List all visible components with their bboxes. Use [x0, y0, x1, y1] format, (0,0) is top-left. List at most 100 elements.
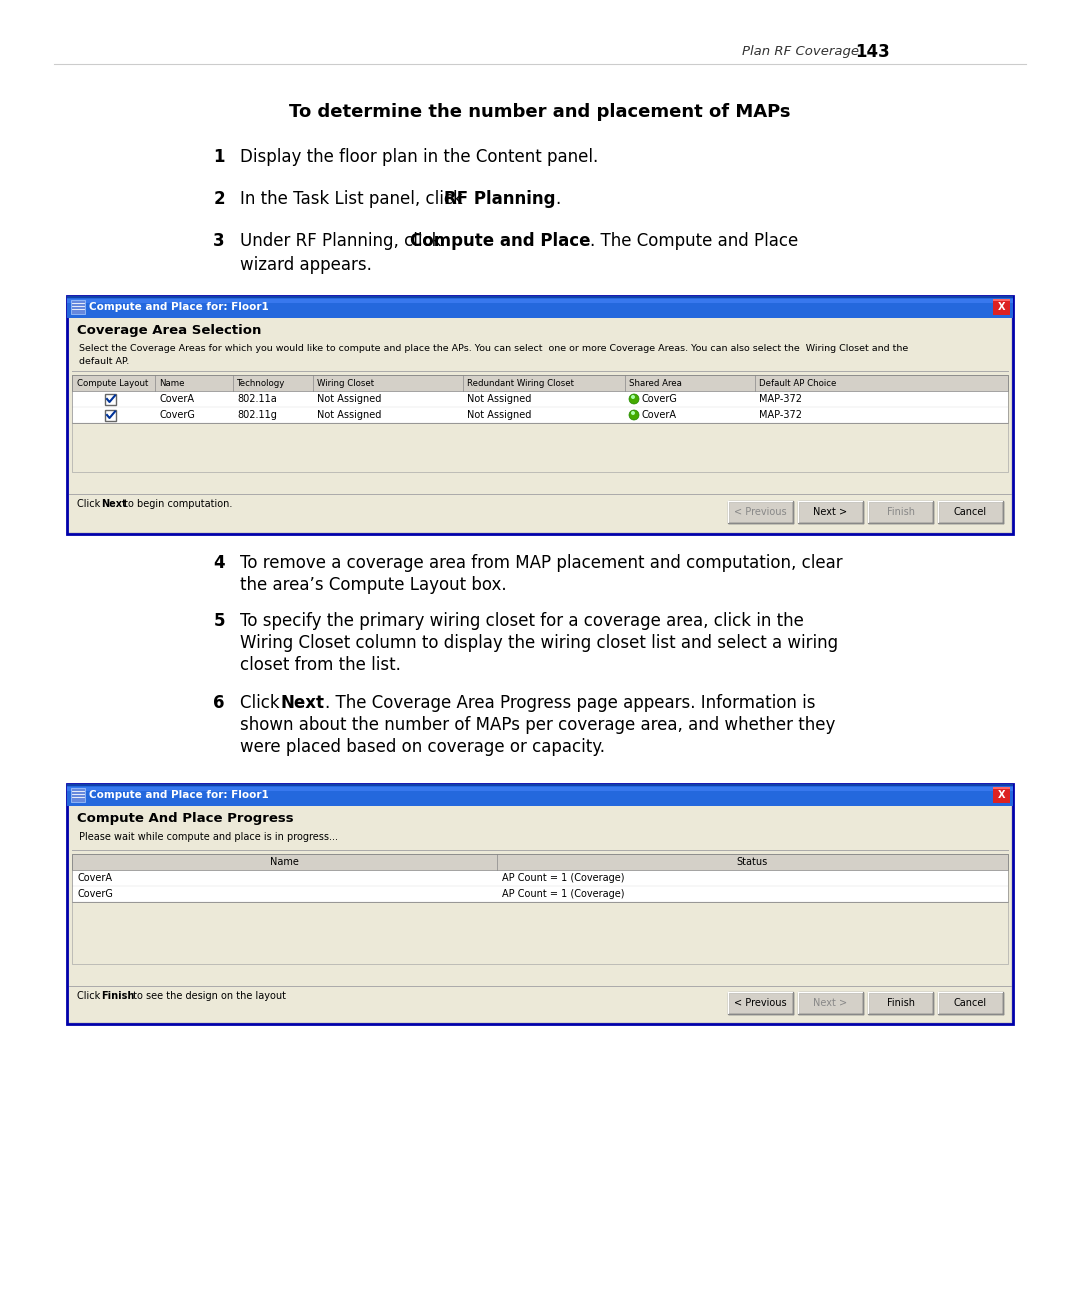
Bar	[72, 854, 1008, 870]
Bar	[72, 407, 1008, 422]
Text: CoverA: CoverA	[159, 394, 194, 404]
Text: X: X	[998, 302, 1005, 312]
Bar	[67, 784, 1013, 785]
Text: < Previous: < Previous	[734, 998, 787, 1008]
Text: Default AP Choice: Default AP Choice	[759, 378, 836, 388]
Text: Please wait while compute and place is in progress...: Please wait while compute and place is i…	[79, 832, 338, 842]
Text: X: X	[998, 791, 1005, 800]
Bar	[72, 375, 1008, 391]
Text: In the Task List panel, click: In the Task List panel, click	[240, 191, 468, 207]
Bar	[868, 502, 933, 524]
Circle shape	[631, 395, 635, 399]
Text: Next >: Next >	[813, 507, 848, 517]
Text: To specify the primary wiring closet for a coverage area, click in the: To specify the primary wiring closet for…	[240, 612, 804, 630]
Bar	[993, 299, 1010, 301]
Bar	[72, 422, 1008, 472]
Text: Cancel: Cancel	[954, 507, 987, 517]
Text: 5: 5	[214, 612, 225, 630]
Text: Compute and Place: Compute and Place	[410, 232, 591, 250]
Text: Plan RF Coverage: Plan RF Coverage	[742, 45, 859, 58]
Bar	[72, 854, 1008, 902]
Text: . The Coverage Area Progress page appears. Information is: . The Coverage Area Progress page appear…	[325, 693, 815, 712]
Text: Select the Coverage Areas for which you would like to compute and place the APs.: Select the Coverage Areas for which you …	[79, 343, 908, 353]
Bar	[67, 787, 1013, 791]
Text: MAP-372: MAP-372	[759, 394, 802, 404]
Text: < Previous: < Previous	[734, 507, 787, 517]
Circle shape	[629, 394, 639, 404]
Text: AP Count = 1 (Coverage): AP Count = 1 (Coverage)	[502, 874, 624, 883]
Bar	[105, 410, 116, 420]
Bar	[993, 299, 1010, 315]
Bar	[728, 502, 793, 524]
Text: .: .	[555, 191, 561, 207]
Text: default AP.: default AP.	[79, 356, 130, 365]
Text: Not Assigned: Not Assigned	[318, 394, 381, 404]
Bar	[67, 784, 1013, 1024]
Text: CoverA: CoverA	[77, 874, 112, 883]
Text: Display the floor plan in the Content panel.: Display the floor plan in the Content pa…	[240, 148, 598, 166]
Text: Next: Next	[102, 499, 127, 509]
Text: CoverG: CoverG	[77, 889, 113, 899]
Bar	[72, 391, 1008, 407]
Bar	[868, 991, 933, 1013]
Text: Wiring Closet: Wiring Closet	[318, 378, 374, 388]
Bar	[105, 394, 116, 404]
Text: Shared Area: Shared Area	[629, 378, 681, 388]
Bar	[69, 806, 1011, 1023]
Circle shape	[629, 410, 639, 420]
Bar	[72, 870, 1008, 886]
Text: 4: 4	[214, 553, 225, 572]
Bar	[67, 295, 1013, 534]
Text: wizard appears.: wizard appears.	[240, 257, 372, 273]
Text: 143: 143	[855, 43, 890, 61]
Text: 802.11g: 802.11g	[237, 410, 276, 420]
Text: Coverage Area Selection: Coverage Area Selection	[77, 324, 261, 337]
Text: Click: Click	[240, 693, 285, 712]
Text: Status: Status	[737, 857, 768, 867]
Bar	[67, 295, 1013, 298]
Text: the area’s Compute Layout box.: the area’s Compute Layout box.	[240, 575, 507, 594]
Bar	[67, 784, 1013, 806]
Bar	[939, 991, 1003, 1013]
Bar	[72, 902, 1008, 964]
Bar	[798, 991, 863, 1013]
Bar	[67, 299, 1013, 303]
Text: Wiring Closet column to display the wiring closet list and select a wiring: Wiring Closet column to display the wiri…	[240, 634, 838, 652]
Text: 2: 2	[214, 191, 225, 207]
Text: Finish: Finish	[102, 991, 135, 1001]
Circle shape	[631, 411, 635, 415]
Bar	[71, 788, 85, 802]
Text: Redundant Wiring Closet: Redundant Wiring Closet	[467, 378, 573, 388]
Bar	[67, 295, 1013, 318]
Text: Compute Layout: Compute Layout	[77, 378, 148, 388]
Text: 802.11a: 802.11a	[237, 394, 276, 404]
Text: To determine the number and placement of MAPs: To determine the number and placement of…	[289, 102, 791, 121]
Text: to begin computation.: to begin computation.	[121, 499, 232, 509]
Text: Name: Name	[159, 378, 185, 388]
Bar	[72, 375, 1008, 422]
Text: 6: 6	[214, 693, 225, 712]
Text: were placed based on coverage or capacity.: were placed based on coverage or capacit…	[240, 737, 605, 756]
Text: . The Compute and Place: . The Compute and Place	[591, 232, 799, 250]
Bar	[798, 502, 863, 524]
Text: CoverG: CoverG	[642, 394, 677, 404]
Bar	[993, 787, 1010, 804]
Text: RF Planning: RF Planning	[444, 191, 555, 207]
Text: closet from the list.: closet from the list.	[240, 656, 401, 674]
Text: Compute and Place for: Floor1: Compute and Place for: Floor1	[89, 302, 269, 312]
Text: Click: Click	[77, 991, 104, 1001]
Text: Technology: Technology	[237, 378, 285, 388]
Text: Compute and Place for: Floor1: Compute and Place for: Floor1	[89, 791, 269, 800]
Text: Cancel: Cancel	[954, 998, 987, 1008]
Bar	[939, 502, 1003, 524]
Text: Not Assigned: Not Assigned	[467, 394, 531, 404]
Text: 3: 3	[214, 232, 225, 250]
Bar	[993, 787, 1010, 789]
Text: to see the design on the layout: to see the design on the layout	[131, 991, 286, 1001]
Text: Next: Next	[281, 693, 325, 712]
Text: Not Assigned: Not Assigned	[318, 410, 381, 420]
Text: Name: Name	[270, 857, 298, 867]
Bar	[71, 299, 85, 314]
Text: Finish: Finish	[887, 998, 915, 1008]
Bar	[728, 991, 793, 1013]
